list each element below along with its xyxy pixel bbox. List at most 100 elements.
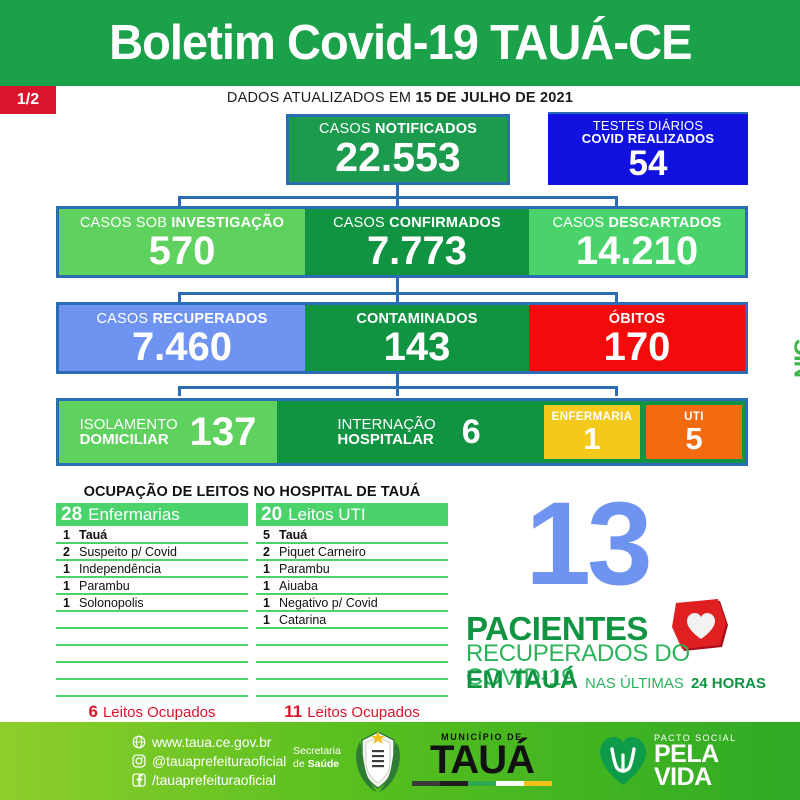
recovered-line-1: PACIENTES [466, 610, 648, 647]
stat-casos-notificados: CASOS NOTIFICADOS 22.553 [286, 114, 510, 185]
stat-label: CASOS CONFIRMADOS [333, 214, 501, 231]
stat-value: 170 [603, 324, 671, 369]
recovered-line-2: RECUPERADOS DO COVID-19 [466, 640, 690, 691]
pacto-small-label: PACTO SOCIAL [654, 732, 737, 743]
updated-date: DADOS ATUALIZADOS EM 15 DE JULHO DE 2021 [0, 90, 800, 106]
connector-vertical [396, 278, 399, 292]
beds-row: 1 Negativo p/ Covid [256, 595, 448, 612]
stat-label: CASOS NOTIFICADOS [318, 120, 478, 137]
stat-label: CASOS SOB INVESTIGAÇÃO [79, 214, 285, 231]
stats-row-care: ISOLAMENTO DOMICILIAR 137 INTERNAÇÃO HOS… [56, 398, 748, 466]
facebook-icon [132, 772, 146, 787]
heart-hands-icon [600, 737, 646, 785]
beds-section-title: OCUPAÇÃO DE LEITOS NO HOSPITAL DE TAUÁ [83, 484, 421, 500]
beds-occupied-count: 6 [88, 702, 98, 721]
beds-row-origin: Tauá [279, 527, 308, 542]
recovered-line-3: EM TAUÁ NAS ÚLTIMAS 24 HORAS [466, 668, 766, 693]
stat-value: 5 [685, 420, 703, 456]
beds-column: 20 Leitos UTI 5 Tauá 2 Piquet Carneiro 1 Paramb… [256, 503, 448, 744]
beds-row: 2 Suspeito p/ Covid [56, 544, 248, 561]
secretaria-saude-label: Secretaria de Saúde [293, 745, 341, 771]
stat-label: ISOLAMENTO DOMICILIAR [79, 415, 178, 448]
beds-row-count: 5 [263, 527, 270, 542]
globe-icon [132, 735, 146, 748]
beds-occupied-label: Leitos Ocupados [102, 704, 216, 721]
connector-vertical [178, 386, 181, 396]
website-link[interactable]: www.taua.ce.gov.br [132, 732, 286, 751]
beds-occupied-label: Leitos Ocupados [307, 704, 420, 721]
stat-value: 7.773 [366, 228, 468, 273]
beds-row-origin: Independência [79, 561, 162, 576]
recovered-city: EM TAUÁ [466, 666, 579, 694]
connector-vertical [615, 196, 618, 208]
recovered-period-prefix: NAS ÚLTIMAS [585, 675, 684, 692]
stat-label: ENFERMARIA [551, 410, 633, 423]
date-value: 15 DE JULHO DE 2021 [415, 90, 574, 106]
facebook-link[interactable]: /tauaprefeituraoficial [132, 770, 286, 789]
beds-row: 1 Tauá [56, 527, 248, 544]
beds-row [56, 680, 248, 697]
beds-row-list: 5 Tauá 2 Piquet Carneiro 1 Parambu 1 Aiuaba 1 Neg… [256, 527, 448, 697]
stat-value: 143 [383, 324, 451, 369]
pacto-pela-vida-logo: PACTO SOCIAL PELA VIDA [598, 730, 748, 792]
beds-row-list: 1 Tauá 2 Suspeito p/ Covid 1 Independência 1 Pa… [56, 527, 248, 697]
beds-row: 1 Independência [56, 561, 248, 578]
beds-row [56, 629, 248, 646]
beds-row [56, 663, 248, 680]
stat-enfermaria: ENFERMARIA 1 [544, 405, 640, 459]
beds-type-label: Leitos UTI [288, 505, 366, 524]
beds-row-origin: Parambu [79, 578, 130, 593]
beds-row-origin: Tauá [79, 527, 108, 542]
stat-uti: UTI 5 [646, 405, 742, 459]
stat-label: CONTAMINADOS [356, 310, 478, 327]
stat-value: 570 [148, 228, 216, 273]
beds-row [256, 663, 448, 680]
beds-row-origin: Suspeito p/ Covid [79, 544, 177, 559]
stats-row-outcomes: CASOS RECUPERADOS 7.460 CONTAMINADOS 143… [56, 302, 748, 374]
stat-value: 6 [461, 412, 481, 451]
beds-row-count: 1 [263, 561, 270, 576]
beds-column: 28 Enfermarias 1 Tauá 2 Suspeito p/ Covid 1 Ind… [56, 503, 248, 744]
stat-value: 1 [583, 420, 601, 456]
stat-value: 54 [628, 144, 668, 184]
beds-row-count: 1 [263, 578, 270, 593]
beds-row-origin: Piquet Carneiro [279, 544, 366, 559]
beds-row [256, 646, 448, 663]
stat-label: INTERNAÇÃO HOSPITALAR [337, 415, 436, 448]
stat-label: TESTES DIÁRIOS COVID REALIZADOS [581, 117, 715, 147]
beds-occupied-summary: 11 Leitos Ocupados [256, 702, 448, 722]
nic-wordmark: NIC [790, 339, 800, 378]
beds-total-count: 28 [61, 504, 83, 525]
stat-casos-sob-investigacao: CASOS SOB INVESTIGAÇÃO 570 [59, 209, 305, 275]
pacto-text: PACTO SOCIAL PELA VIDA [654, 733, 737, 790]
beds-row: 1 Aiuaba [256, 578, 448, 595]
beds-row: 2 Piquet Carneiro [256, 544, 448, 561]
beds-columns: 28 Enfermarias 1 Tauá 2 Suspeito p/ Covid 1 Ind… [56, 503, 448, 744]
stat-label: CASOS RECUPERADOS [96, 310, 268, 327]
beds-row-count: 1 [263, 612, 270, 627]
beds-column-header: 20 Leitos UTI [256, 503, 448, 526]
beds-row: 1 Parambu [56, 578, 248, 595]
stat-label: ÓBITOS [608, 310, 666, 327]
website-label: www.taua.ce.gov.br [152, 733, 272, 750]
municipio-label: MUNICÍPIO DE [441, 732, 523, 742]
connector-vertical [396, 292, 399, 304]
page-title: Boletim Covid-19 TAUÁ-CE [108, 15, 692, 70]
beds-row-count: 1 [63, 527, 70, 542]
beds-row-count: 1 [263, 595, 270, 610]
stat-value: 14.210 [575, 228, 699, 273]
instagram-link[interactable]: @tauaprefeituraoficial [132, 751, 286, 770]
stat-casos-descartados: CASOS DESCARTADOS 14.210 [529, 209, 745, 275]
beds-row-count: 2 [263, 544, 270, 559]
beds-row-count: 2 [63, 544, 70, 559]
coat-of-arms-icon [356, 731, 400, 792]
stat-testes-diarios: TESTES DIÁRIOS COVID REALIZADOS 54 [548, 112, 748, 185]
connector-vertical [615, 292, 618, 304]
date-prefix: DADOS ATUALIZADOS EM [226, 90, 416, 106]
beds-row-origin: Negativo p/ Covid [279, 595, 378, 610]
stat-value: 137 [189, 410, 257, 454]
beds-total-count: 20 [261, 504, 283, 525]
beds-row-count: 1 [63, 561, 70, 576]
stat-contaminados: CONTAMINADOS 143 [305, 305, 529, 371]
